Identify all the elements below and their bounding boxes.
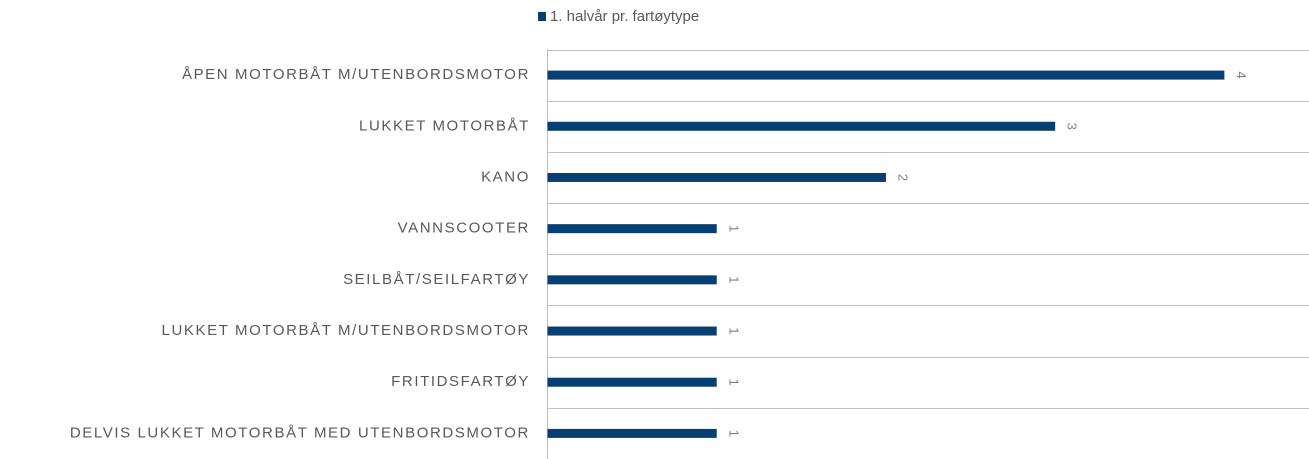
category-label: VANNSCOOTER	[398, 220, 530, 237]
category-label: LUKKET MOTORBÅT	[359, 117, 530, 134]
data-label: 1	[726, 379, 741, 386]
category-label: SEILBÅT/SEILFARTØY	[343, 271, 530, 288]
legend-swatch	[538, 12, 546, 21]
bar	[547, 428, 717, 438]
data-label: 1	[726, 430, 741, 437]
data-label: 2	[896, 174, 911, 181]
data-label: 1	[726, 327, 741, 334]
category-label: KANO	[481, 168, 530, 185]
data-label: 1	[726, 225, 741, 232]
category-label: DELVIS LUKKET MOTORBÅT MED UTENBORDSMOTO…	[70, 424, 530, 441]
data-label: 4	[1234, 71, 1249, 78]
bar	[547, 377, 717, 387]
data-label: 3	[1065, 123, 1080, 130]
bar	[547, 224, 717, 234]
bar	[547, 326, 717, 336]
bar	[547, 275, 717, 285]
category-label: ÅPEN MOTORBÅT M/UTENBORDSMOTOR	[182, 66, 530, 83]
bar	[547, 172, 886, 182]
data-label: 1	[726, 276, 741, 283]
bar	[547, 121, 1056, 131]
category-label: FRITIDSFARTØY	[391, 373, 530, 390]
category-label: LUKKET MOTORBÅT M/UTENBORDSMOTOR	[162, 322, 530, 339]
legend-label: 1. halvår pr. fartøytype	[550, 8, 699, 25]
bar	[547, 70, 1225, 80]
